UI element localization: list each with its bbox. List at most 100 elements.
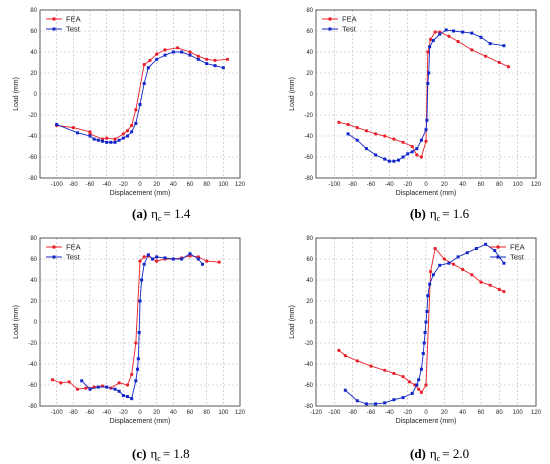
data-point-test <box>80 379 84 383</box>
data-point-test <box>461 30 465 34</box>
data-point-fea <box>433 246 437 251</box>
x-tick-label: -40 <box>385 182 394 188</box>
data-point-test <box>410 391 414 395</box>
legend-label-fea: FEA <box>66 243 81 252</box>
data-point-fea <box>415 153 419 157</box>
data-point-fea <box>419 155 424 159</box>
data-point-test <box>117 138 121 142</box>
x-tick-label: 60 <box>187 410 194 416</box>
data-point-fea <box>213 58 217 63</box>
y-tick-label: -40 <box>304 134 313 140</box>
data-point-test <box>196 257 200 261</box>
y-tick-label: -20 <box>304 341 313 347</box>
data-point-test <box>343 388 347 392</box>
y-tick-label: -40 <box>28 134 37 140</box>
data-point-test <box>484 242 488 246</box>
data-point-test <box>180 50 184 54</box>
data-point-fea <box>125 129 130 133</box>
data-point-test <box>163 53 167 57</box>
x-tick-label: -80 <box>69 410 78 416</box>
x-tick-label: 100 <box>513 182 524 188</box>
data-point-test <box>88 134 92 138</box>
data-point-test <box>121 136 125 140</box>
data-point-test <box>444 28 448 32</box>
data-point-test <box>151 257 154 261</box>
x-tick-label: -60 <box>367 182 376 188</box>
data-point-test <box>142 262 146 266</box>
x-tick-label: -40 <box>385 410 394 416</box>
y-tick-label: 20 <box>30 299 37 305</box>
data-point-fea <box>117 381 121 385</box>
data-point-fea <box>84 386 88 390</box>
data-point-fea <box>470 48 474 52</box>
data-point-test <box>126 134 129 138</box>
data-point-test <box>465 251 469 255</box>
data-point-fea <box>142 63 146 67</box>
y-tick-label: -60 <box>28 383 37 389</box>
x-tick-label: 20 <box>441 182 448 188</box>
series-line-fea <box>338 247 505 394</box>
series-line-test <box>56 51 224 143</box>
data-point-fea <box>442 257 446 261</box>
data-point-test <box>374 402 378 406</box>
panel-caption: (c) ηc = 1.8 <box>132 446 190 463</box>
data-point-fea <box>497 60 501 65</box>
data-point-test <box>134 121 138 125</box>
data-point-test <box>488 42 492 46</box>
x-tick-label: 100 <box>513 410 524 416</box>
data-point-test <box>427 71 431 75</box>
y-tick-label: 80 <box>30 8 37 14</box>
data-point-test <box>431 273 435 277</box>
data-point-test <box>130 397 134 401</box>
data-point-test <box>470 31 474 35</box>
data-point-test <box>426 294 430 298</box>
data-point-fea <box>346 122 350 127</box>
data-point-test <box>423 331 427 334</box>
x-axis-label: Displacement (mm) <box>396 418 457 425</box>
caption-subscript: c <box>437 454 441 463</box>
data-point-test <box>121 394 125 397</box>
x-tick-label: -100 <box>51 410 64 416</box>
plot-frame <box>315 9 537 179</box>
data-point-test <box>502 44 506 48</box>
data-point-test <box>134 379 138 383</box>
data-point-fea <box>369 364 373 368</box>
data-point-fea <box>392 371 396 376</box>
y-tick-label: 0 <box>34 320 38 326</box>
chart-panel-a: -100 -80 -60 -40 -20 0 20 40 60 80 100 120 -80 -60 -40… <box>13 8 246 223</box>
x-tick-label: 80 <box>496 182 503 188</box>
data-point-fea <box>130 372 134 377</box>
data-point-fea <box>113 137 117 141</box>
data-point-test <box>374 153 378 157</box>
panel-caption: (a) ηc = 1.4 <box>132 206 191 223</box>
x-tick-label: -80 <box>348 182 357 188</box>
x-tick-label: -120 <box>310 410 323 416</box>
data-point-test <box>428 282 432 286</box>
y-tick-label: 60 <box>306 29 313 35</box>
x-tick-label: -40 <box>102 410 111 416</box>
data-point-test <box>163 256 167 260</box>
data-point-fea <box>134 341 138 345</box>
data-point-fea <box>470 273 474 277</box>
data-point-fea <box>125 383 130 387</box>
data-point-test <box>138 299 142 303</box>
data-point-fea <box>488 283 492 287</box>
caption-eta: η <box>430 206 437 221</box>
y-tick-label: -60 <box>304 155 313 161</box>
data-point-fea <box>447 34 451 38</box>
data-point-test <box>425 118 429 122</box>
data-point-test <box>126 395 129 399</box>
legend-label-test: Test <box>510 253 525 262</box>
series-line-fea <box>338 31 509 158</box>
x-tick-label: -100 <box>328 182 341 188</box>
caption-value: = 1.4 <box>164 206 191 221</box>
data-point-fea <box>155 259 159 263</box>
data-point-test <box>155 255 159 259</box>
data-point-fea <box>479 280 483 284</box>
data-point-test <box>456 255 460 259</box>
legend-label-fea: FEA <box>510 243 525 252</box>
x-tick-label: 40 <box>459 182 466 188</box>
caption-subscript: c <box>437 214 441 223</box>
y-axis-label: Load (mm) <box>13 305 20 339</box>
